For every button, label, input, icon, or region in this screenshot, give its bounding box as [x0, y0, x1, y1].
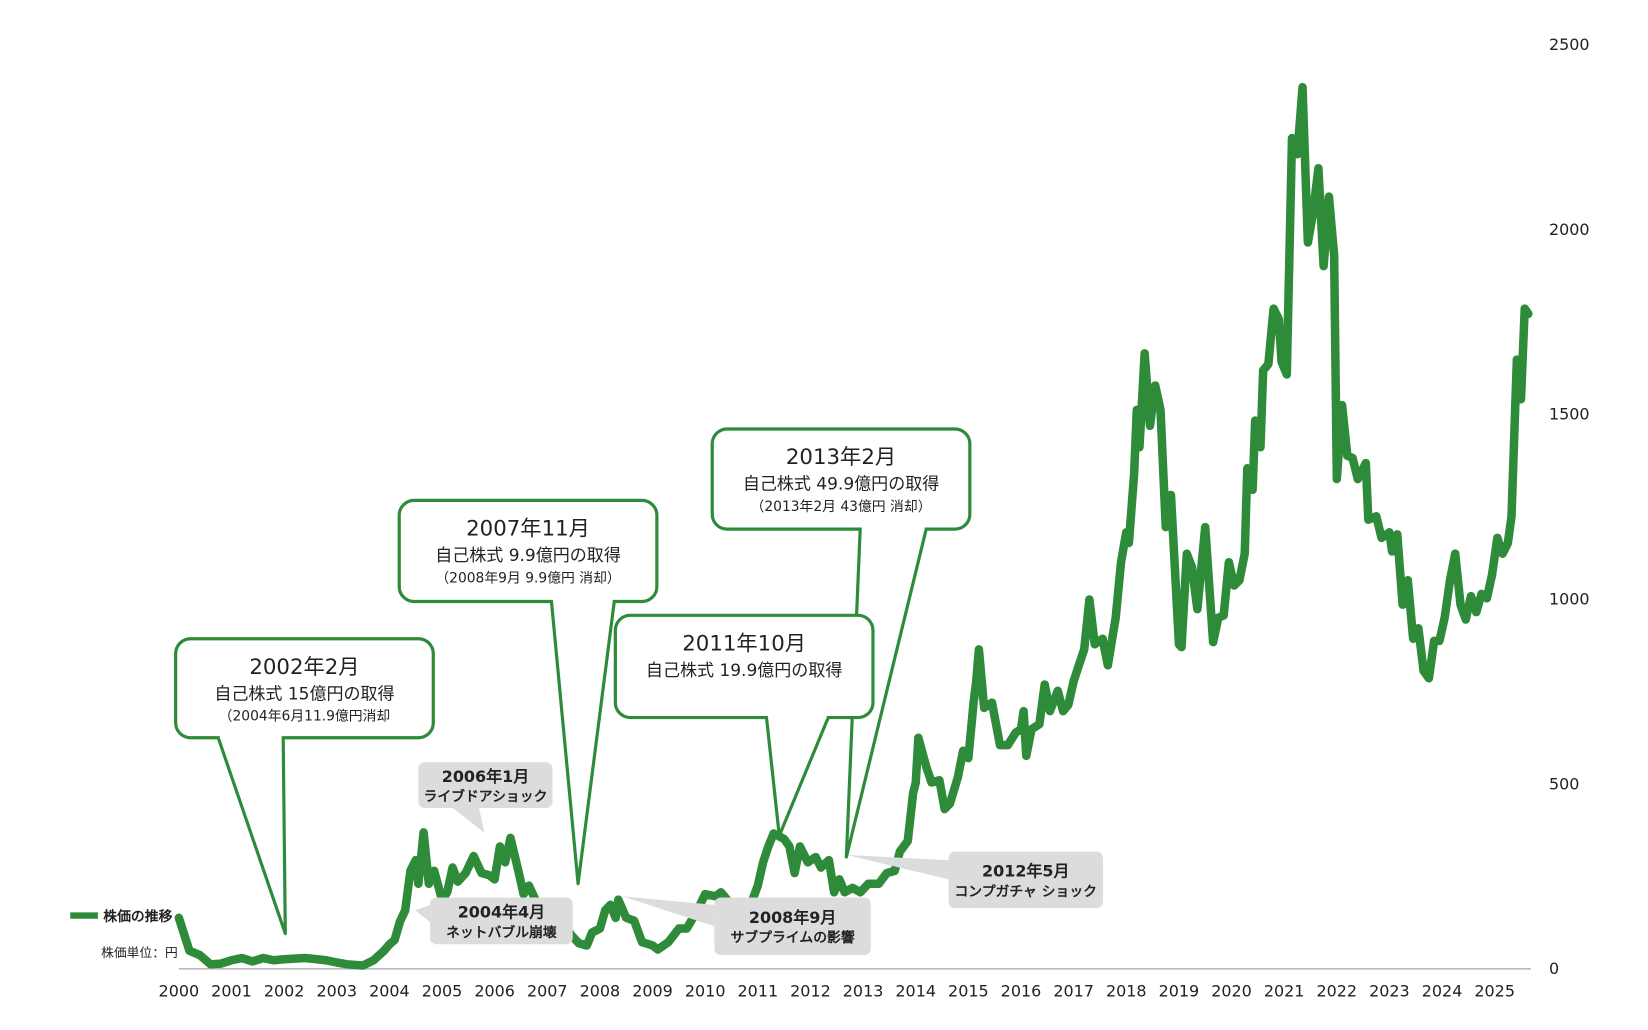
callout-box — [613, 613, 875, 720]
x-tick-label: 2019 — [1159, 981, 1200, 1000]
callout-text: 自己株式 19.9億円の取得 — [646, 661, 842, 681]
x-tick-label: 2008 — [580, 981, 621, 1000]
callout-text: 自己株式 15億円の取得 — [214, 684, 394, 704]
y-tick-label: 1000 — [1549, 589, 1590, 608]
event-text: コンプガチャ ショック — [954, 884, 1097, 900]
x-tick-label: 2024 — [1422, 981, 1463, 1000]
callout-pointer — [216, 737, 287, 936]
callout-text: 2011年10月 — [682, 631, 806, 656]
x-tick-label: 2007 — [527, 981, 568, 1000]
x-tick-label: 2014 — [895, 981, 936, 1000]
y-tick-label: 2500 — [1549, 35, 1590, 54]
event-text: サブプライムの影響 — [731, 929, 855, 946]
event-text: ネットバブル崩壊 — [446, 924, 557, 941]
event-text: 2006年1月 — [442, 767, 529, 786]
event-box — [948, 851, 1103, 909]
callout-text: 自己株式 9.9億円の取得 — [435, 546, 621, 566]
x-tick-label: 2000 — [159, 981, 200, 1000]
event-pointer — [452, 808, 485, 833]
callout-text: 2013年2月 — [786, 445, 896, 470]
x-tick-label: 2011 — [738, 981, 779, 1000]
callout-text: （2008年9月 9.9億円 消却） — [435, 570, 620, 586]
y-tick-label: 0 — [1549, 959, 1559, 978]
x-tick-label: 2002 — [264, 981, 305, 1000]
x-tick-label: 2022 — [1316, 981, 1357, 1000]
event-box — [418, 762, 553, 809]
x-tick-label: 2006 — [474, 981, 515, 1000]
legend-label: 株価の推移 — [103, 908, 172, 925]
callout-text: 2002年2月 — [249, 655, 359, 680]
callout-text: （2004年6月11.9億円消却 — [219, 709, 391, 725]
x-tick-label: 2018 — [1106, 981, 1147, 1000]
x-tick-label: 2020 — [1211, 981, 1252, 1000]
x-tick-label: 2003 — [316, 981, 357, 1000]
callout-text: 自己株式 49.9億円の取得 — [743, 475, 939, 495]
event-box — [714, 897, 871, 955]
x-tick-label: 2017 — [1053, 981, 1094, 1000]
callout-box — [397, 498, 659, 604]
event-text: 2012年5月 — [982, 862, 1069, 881]
x-tick-label: 2005 — [422, 981, 463, 1000]
callout-text: 2007年11月 — [466, 516, 590, 541]
unit-label: 株価単位：円 — [101, 945, 178, 961]
callout-box — [174, 637, 435, 740]
y-tick-label: 2000 — [1549, 220, 1590, 239]
x-tick-label: 2013 — [843, 981, 884, 1000]
event-text: 2004年4月 — [458, 903, 545, 922]
event-box — [430, 897, 573, 945]
price-line — [174, 82, 1533, 970]
event-text: ライブドアショック — [424, 788, 548, 805]
x-tick-label: 2010 — [685, 981, 726, 1000]
x-tick-label: 2009 — [632, 981, 673, 1000]
x-tick-label: 2004 — [369, 981, 410, 1000]
x-tick-label: 2025 — [1474, 981, 1515, 1000]
x-tick-label: 2023 — [1369, 981, 1410, 1000]
x-tick-label: 2021 — [1264, 981, 1305, 1000]
x-tick-label: 2012 — [790, 981, 831, 1000]
event-text: 2008年9月 — [749, 908, 836, 927]
event-pointer — [415, 904, 431, 922]
event-pointer — [622, 896, 715, 927]
callout-box — [710, 427, 972, 531]
y-tick-label: 1500 — [1549, 405, 1590, 424]
x-tick-label: 2016 — [1001, 981, 1042, 1000]
y-tick-label: 500 — [1549, 774, 1579, 793]
callout-pointer — [549, 601, 616, 886]
x-tick-label: 2001 — [211, 981, 252, 1000]
x-tick-label: 2015 — [948, 981, 989, 1000]
callout-text: （2013年2月 43億円 消却） — [751, 499, 932, 515]
callout-pointer — [764, 716, 830, 838]
